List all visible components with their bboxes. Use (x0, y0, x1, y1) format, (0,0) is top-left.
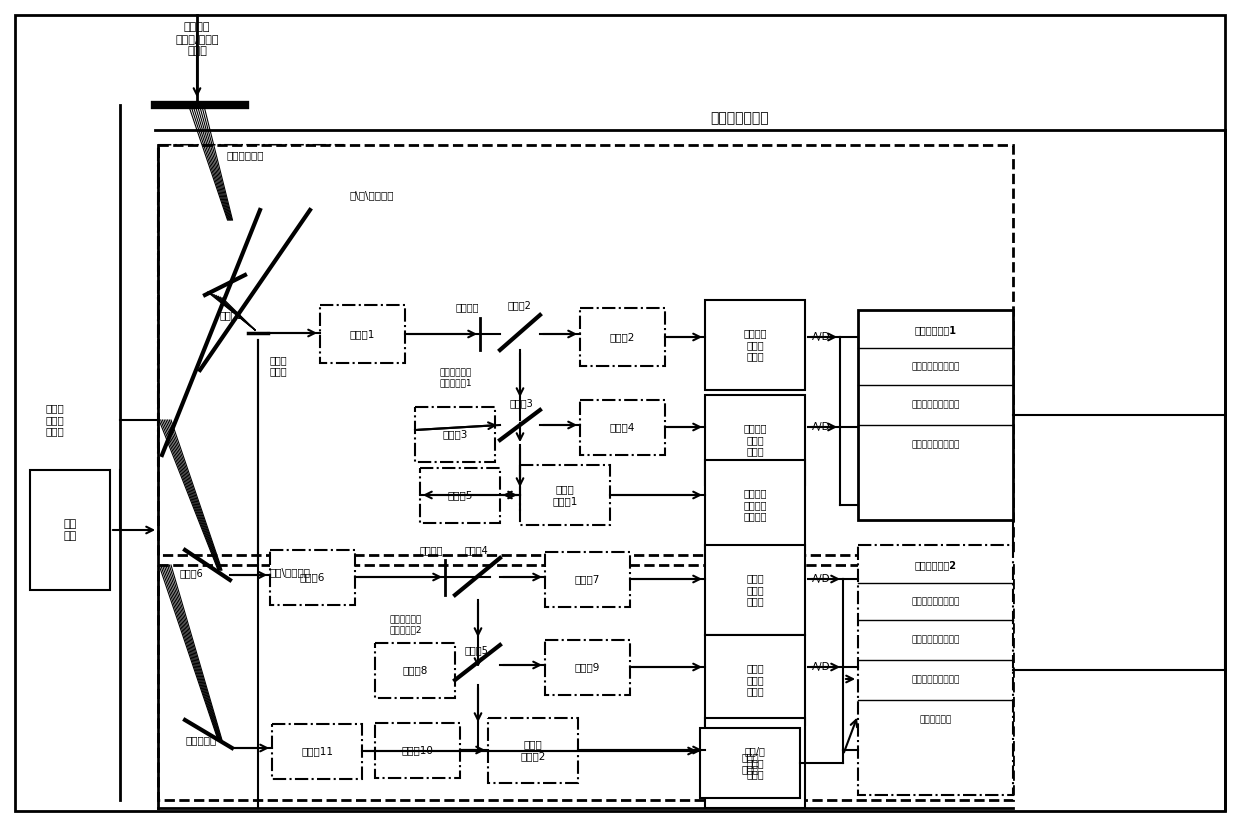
Text: 大视场数据处理单元: 大视场数据处理单元 (911, 363, 960, 372)
Text: 近红外
中视场
探测器: 近红外 中视场 探测器 (746, 663, 764, 696)
Text: 二次像面: 二次像面 (456, 302, 480, 312)
Text: 可见/近
红外测
谱单元: 可见/近 红外测 谱单元 (744, 747, 765, 780)
Text: 中视场数据处理单元: 中视场数据处理单元 (911, 401, 960, 410)
Text: 数据处理单元2: 数据处理单元2 (915, 560, 956, 570)
Text: 二次像面: 二次像面 (420, 545, 444, 555)
Text: 透镜组11: 透镜组11 (301, 746, 334, 756)
Text: 入射光场: 入射光场 (184, 22, 211, 32)
Text: 小视场数据处理单元: 小视场数据处理单元 (911, 676, 960, 685)
Text: 可见光/红外光: 可见光/红外光 (175, 34, 218, 44)
Text: A/D: A/D (812, 422, 831, 432)
Text: 学窗口: 学窗口 (187, 46, 207, 56)
Text: A/D: A/D (812, 574, 831, 584)
Text: 小视场数据处理单元: 小视场数据处理单元 (911, 440, 960, 449)
Bar (580, 308, 665, 366)
Text: 短\中\长波红外: 短\中\长波红外 (350, 190, 394, 200)
Bar (415, 407, 495, 462)
Bar (157, 145, 1013, 555)
Text: 透镜组9: 透镜组9 (574, 662, 600, 672)
Bar (706, 545, 805, 635)
Text: 大视场
二维扫
描转镜: 大视场 二维扫 描转镜 (46, 403, 64, 437)
Text: 紫外反射镜: 紫外反射镜 (185, 735, 216, 745)
Text: 紫外测谱单元: 紫外测谱单元 (919, 715, 951, 724)
Bar (157, 565, 1013, 800)
Bar (157, 145, 343, 465)
Text: 数据处理单元1: 数据处理单元1 (915, 325, 956, 335)
Bar (706, 300, 805, 390)
Text: 宽光谱光学系统: 宽光谱光学系统 (711, 111, 769, 125)
Bar (489, 718, 578, 783)
Bar (420, 468, 500, 523)
Text: 分光镜1: 分光镜1 (219, 310, 244, 320)
Text: 透镜组1: 透镜组1 (350, 329, 374, 339)
Text: 透镜组3: 透镜组3 (443, 429, 467, 439)
Text: 分光镜6: 分光镜6 (180, 568, 203, 578)
Text: 中波红外
中视场
探测器: 中波红外 中视场 探测器 (743, 424, 766, 457)
Bar (374, 643, 455, 698)
Bar (858, 545, 1013, 795)
Text: 透镜组5: 透镜组5 (448, 490, 472, 500)
Text: 中波红外
大视场
探测器: 中波红外 大视场 探测器 (743, 329, 766, 362)
Text: 分光镜3: 分光镜3 (510, 398, 533, 408)
Text: 透镜组7: 透镜组7 (574, 574, 600, 584)
Text: 透镜组6: 透镜组6 (299, 572, 325, 582)
Text: 透镜组4: 透镜组4 (609, 422, 635, 432)
Text: 大视场数据处理单元: 大视场数据处理单元 (911, 597, 960, 606)
Bar (374, 723, 460, 778)
Bar (30, 470, 110, 590)
Text: 红外非成
像宽光谱
测谱单元: 红外非成 像宽光谱 测谱单元 (743, 488, 766, 521)
Text: 透镜组8: 透镜组8 (402, 665, 428, 675)
Bar (272, 724, 362, 779)
Text: 分光镜4: 分光镜4 (465, 545, 489, 555)
Text: 透镜组2: 透镜组2 (609, 332, 635, 342)
Bar (706, 395, 805, 485)
Text: 宽光谱
中继镜: 宽光谱 中继镜 (269, 355, 286, 377)
Text: 可见光
大视场
探测器: 可见光 大视场 探测器 (746, 573, 764, 606)
Bar (320, 305, 405, 363)
Bar (546, 552, 630, 607)
Text: 可调空间可变
透过率透镜1: 可调空间可变 透过率透镜1 (440, 368, 472, 387)
Text: 中视场数据处理单元: 中视场数据处理单元 (911, 635, 960, 644)
Text: 紫外测
谱单元: 紫外测 谱单元 (742, 752, 759, 774)
Text: 分光镜2: 分光镜2 (508, 300, 532, 310)
Bar (270, 550, 355, 605)
Text: 可见\近红外光: 可见\近红外光 (270, 567, 311, 577)
Bar (580, 400, 665, 455)
Text: 光谱放
大模块2: 光谱放 大模块2 (521, 739, 546, 761)
Bar (701, 728, 800, 798)
Text: 卡氏反射镜组: 卡氏反射镜组 (226, 150, 264, 160)
Bar (520, 465, 610, 525)
Bar (706, 635, 805, 725)
Bar (858, 310, 1013, 520)
Text: A/D: A/D (812, 662, 831, 672)
Text: 可调空间可变
透过率透镜2: 可调空间可变 透过率透镜2 (391, 615, 423, 634)
Bar (546, 640, 630, 695)
Text: 光谱放
大模块1: 光谱放 大模块1 (552, 484, 578, 506)
Bar (706, 718, 805, 808)
Text: 伺服
系统: 伺服 系统 (63, 520, 77, 541)
Text: A/D: A/D (812, 332, 831, 342)
Text: 分光镜5: 分光镜5 (465, 645, 489, 655)
Text: 透镜组10: 透镜组10 (401, 745, 433, 755)
Bar (706, 460, 805, 550)
